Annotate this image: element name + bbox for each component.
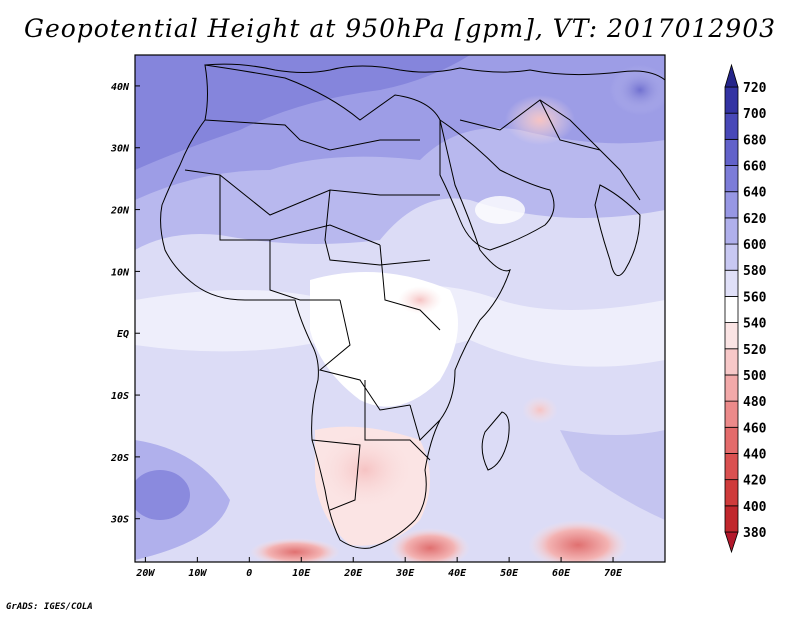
colorbar-label: 680 xyxy=(743,133,767,148)
colorbar-box xyxy=(724,400,739,428)
colorbar-box xyxy=(724,505,739,533)
colorbar-box xyxy=(724,217,739,245)
lon-label: 30E xyxy=(395,568,415,579)
colorbar-box xyxy=(724,479,739,507)
lat-label: 10S xyxy=(111,391,129,402)
colorbar-label: 600 xyxy=(743,238,767,253)
latitude-axis: 40N 30N 20N 10N EQ 10S 20S 30S xyxy=(110,82,140,526)
lat-label: 10N xyxy=(111,267,130,278)
colorbar-label: 420 xyxy=(743,474,767,489)
lon-label: 10W xyxy=(188,568,207,579)
colorbar: 380 400 420 440 460 480 500 520 540 560 580 600 620 6… xyxy=(724,63,767,554)
map-frame xyxy=(134,54,666,563)
lat-label: EQ xyxy=(117,329,129,340)
colorbar-label: 540 xyxy=(743,317,767,332)
colorbar-label: 400 xyxy=(743,500,767,515)
lon-label: 50E xyxy=(500,568,519,579)
grads-credit: GrADS: IGES/COLA xyxy=(6,602,93,612)
colorbar-box xyxy=(724,138,739,166)
colorbar-high-triangle xyxy=(724,63,739,88)
colorbar-low-triangle xyxy=(724,531,739,554)
lon-label: 70E xyxy=(604,568,623,579)
colorbar-box xyxy=(724,269,739,297)
colorbar-box xyxy=(724,165,739,193)
lon-label: 20W xyxy=(135,568,155,579)
colorbar-box xyxy=(724,112,739,140)
colorbar-label: 500 xyxy=(743,369,767,384)
colorbar-label: 640 xyxy=(743,186,767,201)
colorbar-box xyxy=(724,348,739,376)
coastlines xyxy=(160,63,665,549)
colorbar-box xyxy=(724,243,739,271)
lon-label: 10E xyxy=(292,568,311,579)
colorbar-box xyxy=(724,322,739,350)
longitude-axis: 20W 10W 0 10E 20E 30E 40E 50E 60E 70E xyxy=(135,557,623,579)
lat-label: 20S xyxy=(110,453,129,464)
colorbar-label: 440 xyxy=(743,447,767,462)
colorbar-label: 720 xyxy=(743,81,767,96)
colorbar-label: 620 xyxy=(743,212,767,227)
lat-label: 30N xyxy=(110,144,130,155)
colorbar-label: 380 xyxy=(743,526,767,541)
lon-label: 60E xyxy=(552,568,571,579)
lat-label: 40N xyxy=(111,82,130,93)
colorbar-label: 700 xyxy=(743,107,767,122)
lon-label: 20E xyxy=(343,568,363,579)
colorbar-box xyxy=(724,296,739,323)
lon-label: 40E xyxy=(448,568,467,579)
lat-label: 30S xyxy=(110,515,129,526)
colorbar-box xyxy=(724,191,739,219)
lon-label: 0 xyxy=(246,568,252,579)
colorbar-label: 480 xyxy=(743,395,767,410)
map-title: Geopotential Height at 950hPa [gpm], VT:… xyxy=(23,14,777,43)
colorbar-label: 520 xyxy=(743,343,767,358)
colorbar-label: 580 xyxy=(743,264,767,279)
lat-label: 20N xyxy=(110,206,130,217)
colorbar-label: 460 xyxy=(743,421,767,436)
colorbar-box xyxy=(724,86,739,114)
colorbar-box xyxy=(724,453,739,481)
colorbar-box xyxy=(724,426,739,454)
colorbar-label: 560 xyxy=(743,290,767,305)
colorbar-label: 660 xyxy=(743,160,767,175)
colorbar-box xyxy=(724,374,739,402)
height-field xyxy=(135,55,665,562)
